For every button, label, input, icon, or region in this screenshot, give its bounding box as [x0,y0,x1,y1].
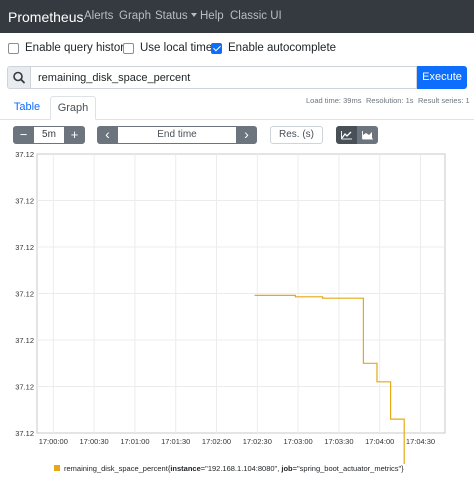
y-tick-label: 37.12 [15,290,34,299]
legend-label-key: instance [170,464,201,473]
x-tick-label: 17:02:00 [202,437,231,446]
load-time-stat: Load time: 39ms [306,96,362,105]
x-tick-label: 17:03:00 [284,437,313,446]
query-history-checkbox[interactable] [8,42,19,54]
nav-alerts[interactable]: Alerts [84,10,114,22]
range-decrease-button[interactable]: − [13,126,34,144]
tab-graph[interactable]: Graph [50,96,96,120]
nav-help[interactable]: Help [200,10,224,22]
legend-label-text: { [167,464,171,473]
x-tick-label: 17:01:00 [120,437,149,446]
x-tick-label: 17:00:00 [39,437,68,446]
result-series-stat: Result series: 1 [418,96,470,105]
graph-chart: 37.12 37.12 37.12 37.12 37.12 37.12 37.12 17:0… [15,150,446,464]
stacked-chart-icon [362,131,373,140]
x-tick-label: 17:01:30 [161,437,190,446]
nav-classic-ui[interactable]: Classic UI [230,10,282,22]
tab-divider [0,119,474,120]
stacked-chart-button[interactable] [357,126,378,144]
y-tick-label: 37.12 [15,336,34,345]
legend-label-set: {instance="192.168.1.104:8080", job="spr… [168,464,404,473]
local-time-label: Use local time [140,42,213,54]
series-line [254,294,405,464]
end-time-input[interactable]: End time [118,126,236,144]
autocomplete-label: Enable autocomplete [228,42,337,54]
option-query-history[interactable]: Enable query history [8,42,130,54]
nav-status[interactable]: Status [155,10,197,22]
legend-metric-name: remaining_disk_space_percent [64,464,168,473]
x-tick-label: 17:00:30 [80,437,109,446]
resolution-input[interactable]: Res. (s) [270,126,323,144]
search-button[interactable] [7,66,31,89]
range-input[interactable]: 5m [34,126,64,144]
y-tick-label: 37.12 [15,150,34,159]
legend-label-text: ="spring_boot_actuator_metrics"} [292,464,404,473]
x-tick-label: 17:02:30 [243,437,272,446]
resolution-stat: Resolution: 1s [366,96,414,105]
expression-input[interactable]: remaining_disk_space_percent [31,66,417,89]
navbar: Prometheus Alerts Graph Status Help Clas… [0,0,474,33]
end-time-next-button[interactable]: › [236,126,257,144]
search-icon [13,71,25,84]
local-time-checkbox[interactable] [123,42,134,54]
x-tick-label: 17:03:30 [324,437,353,446]
nav-graph[interactable]: Graph [119,10,151,22]
brand-logo[interactable]: Prometheus [8,9,84,25]
y-tick-label: 37.12 [15,243,34,252]
legend-label-text: ="192.168.1.104:8080", [200,464,282,473]
end-time-prev-button[interactable]: ‹ [97,126,118,144]
range-increase-button[interactable]: + [64,126,85,144]
y-tick-label: 37.12 [15,429,34,438]
y-tick-label: 37.12 [15,383,34,392]
line-chart-button[interactable] [336,126,357,144]
tab-table[interactable]: Table [13,101,41,113]
caret-down-icon [190,13,197,17]
x-tick-label: 17:04:00 [365,437,394,446]
nav-status-label: Status [155,10,188,22]
query-history-label: Enable query history [25,42,130,54]
legend-label-key: job [281,464,293,473]
y-tick-label: 37.12 [15,197,34,206]
option-autocomplete[interactable]: Enable autocomplete [211,42,336,54]
line-chart-icon [341,131,352,140]
legend-swatch [54,465,60,471]
option-local-time[interactable]: Use local time [123,42,212,54]
execute-button[interactable]: Execute [417,66,467,89]
x-tick-label: 17:04:30 [406,437,435,446]
autocomplete-checkbox[interactable] [211,42,222,54]
legend-entry[interactable]: remaining_disk_space_percent{instance="1… [54,464,404,473]
